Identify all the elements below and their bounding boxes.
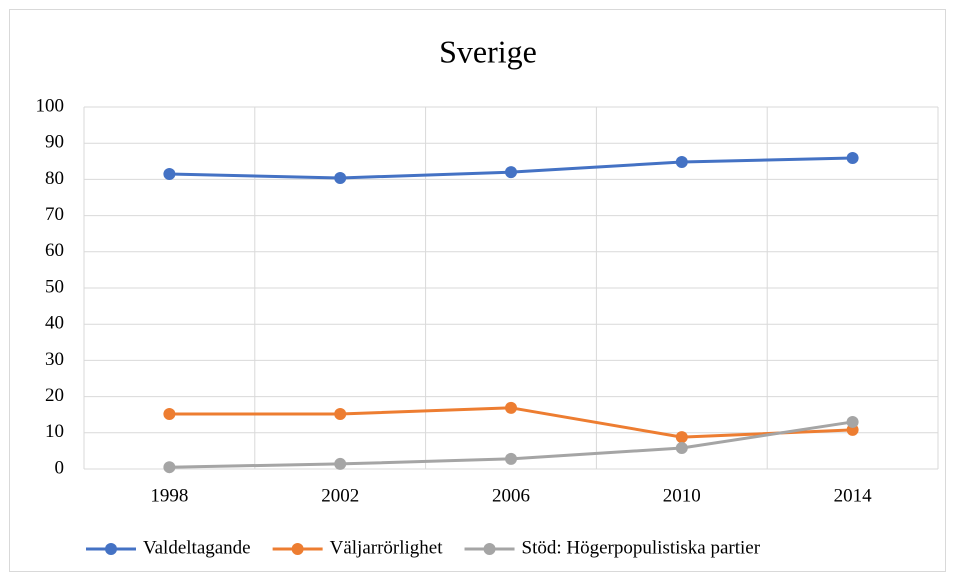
legend-marker [105,543,117,555]
x-tick-label: 2014 [834,485,873,506]
legend-marker [483,543,496,555]
data-point [334,407,347,420]
data-point [505,401,517,414]
x-tick-label: 2002 [321,485,359,506]
data-point [675,442,688,455]
y-tick-label: 60 [45,240,64,261]
y-tick-label: 40 [45,313,64,334]
data-point [675,156,688,169]
chart-border [9,9,946,572]
data-point [505,166,517,179]
y-tick-label: 30 [45,349,64,370]
data-point [846,152,859,165]
chart-title: Sverige [439,33,537,69]
legend-label: Stöd: Högerpopulistiska partier [522,537,761,558]
x-tick-label: 2010 [663,485,701,506]
legend-marker [291,543,304,555]
data-point [505,452,517,465]
y-tick-label: 80 [45,168,64,189]
y-tick-label: 0 [55,457,65,478]
y-tick-label: 90 [45,132,64,153]
y-tick-label: 70 [45,204,64,225]
data-point [163,407,176,420]
data-point [163,167,176,180]
data-point [334,171,347,184]
data-point [846,415,859,428]
x-tick-label: 2006 [492,485,530,506]
data-point [675,431,688,444]
x-tick-label: 1998 [150,485,188,506]
y-tick-label: 10 [45,421,64,442]
legend-label: Väljarrörlighet [330,537,444,558]
legend-label: Valdeltagande [143,537,251,558]
y-tick-label: 20 [45,385,64,406]
data-point [163,461,176,474]
y-tick-label: 100 [36,95,65,116]
data-point [334,457,347,470]
y-tick-label: 50 [45,276,64,297]
